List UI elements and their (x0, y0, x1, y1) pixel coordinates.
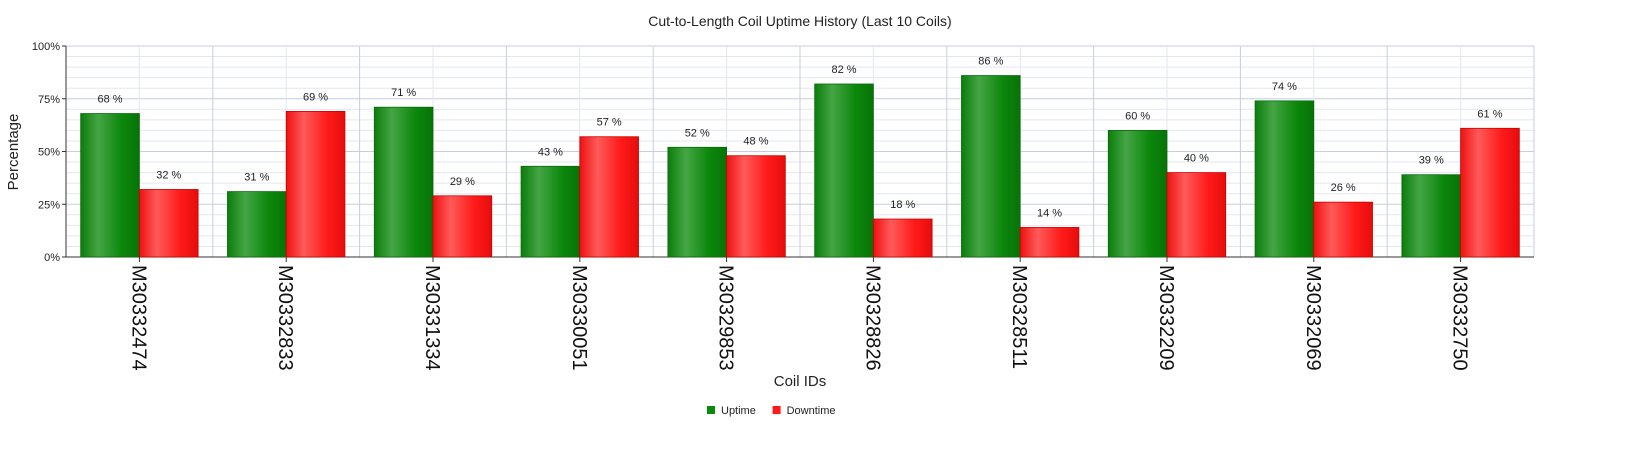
bar-downtime (873, 218, 933, 258)
bar-downtime (1166, 172, 1227, 258)
legend-swatch-downtime (772, 406, 781, 414)
bar-uptime (961, 75, 1021, 258)
data-label: 43 % (538, 146, 563, 158)
y-tick-label: 50% (38, 147, 60, 159)
data-label: 14 % (1037, 207, 1062, 219)
data-label: 71 % (391, 87, 416, 99)
bar-downtime (1019, 227, 1080, 258)
data-label: 60 % (1125, 110, 1150, 122)
data-label: 29 % (450, 176, 475, 188)
data-label: 82 % (832, 64, 857, 76)
bar-uptime (80, 113, 140, 258)
data-label: 26 % (1331, 182, 1356, 194)
x-tick-label: M30332750 (1449, 265, 1471, 371)
x-axis-ticks: M30332474 M30332833 M30331334 M30330051 M303… (127, 257, 1471, 371)
value-labels: 68 % 31 % 71 % 43 % 52 % 82 % 86 % 60 % 74 % 39 %… (98, 56, 1503, 220)
legend: Uptime Downtime (707, 405, 836, 417)
y-tick-label: 100% (32, 41, 60, 53)
bar-uptime (1107, 129, 1168, 258)
data-label: 18 % (890, 199, 915, 211)
legend-swatch-uptime (707, 406, 715, 414)
x-tick-label: M30330051 (568, 265, 590, 371)
bar-downtime (1313, 201, 1373, 258)
bars (80, 75, 1520, 258)
data-label: 86 % (978, 56, 1003, 68)
x-tick-label: M30328511 (1008, 265, 1030, 369)
bar-downtime (285, 111, 346, 258)
data-label: 61 % (1477, 108, 1502, 120)
x-tick-label: M30329853 (715, 265, 737, 371)
data-label: 39 % (1419, 155, 1444, 167)
x-tick-label: M30328826 (861, 265, 883, 371)
bar-downtime (138, 189, 199, 258)
data-label: 52 % (685, 127, 710, 139)
bar-downtime (1460, 127, 1520, 258)
bar-uptime (1254, 100, 1315, 258)
x-tick-label: M30332833 (274, 265, 296, 371)
bar-uptime (520, 165, 581, 258)
bar-uptime (1401, 174, 1462, 258)
data-label: 69 % (303, 91, 328, 103)
bar-uptime (227, 191, 287, 258)
data-label: 68 % (98, 94, 123, 106)
bar-downtime (726, 155, 786, 258)
data-label: 40 % (1184, 153, 1209, 165)
x-tick-label: M30332474 (127, 265, 149, 371)
data-label: 48 % (743, 136, 768, 148)
y-tick-label: 25% (38, 199, 60, 211)
chart-title: Cut-to-Length Coil Uptime History (Last … (648, 13, 951, 29)
bar-downtime (432, 195, 493, 258)
legend-label-uptime: Uptime (721, 405, 756, 417)
bar-uptime (373, 106, 434, 258)
bar-downtime (579, 136, 639, 258)
data-label: 32 % (156, 169, 181, 181)
y-tick-label: 75% (38, 94, 60, 106)
y-axis-ticks: 0% 25% 50% 75% 100% (32, 41, 66, 264)
y-tick-label: 0% (44, 252, 60, 264)
bar-uptime (667, 146, 728, 258)
legend-label-downtime: Downtime (787, 405, 836, 417)
data-label: 74 % (1272, 81, 1297, 93)
y-axis-label: Percentage (5, 114, 22, 191)
x-tick-label: M30331334 (421, 265, 443, 371)
x-tick-label: M30332069 (1302, 265, 1324, 371)
data-label: 31 % (244, 172, 269, 184)
x-axis-label: Coil IDs (774, 373, 827, 390)
data-label: 57 % (597, 117, 622, 129)
bar-uptime (814, 83, 874, 258)
x-tick-label: M30332209 (1155, 265, 1177, 371)
